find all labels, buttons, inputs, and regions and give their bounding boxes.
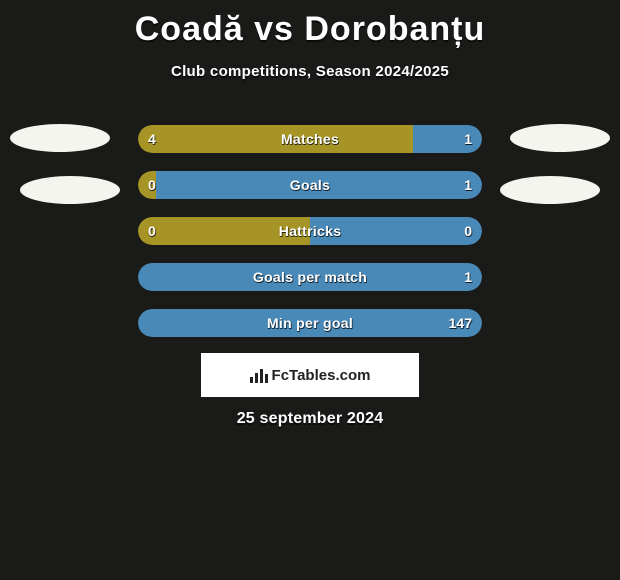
bar-segment-left <box>138 125 413 153</box>
bar-row: Min per goal147 <box>138 309 482 337</box>
bar-segment-right <box>156 171 482 199</box>
bar-row: Matches41 <box>138 125 482 153</box>
bar-segment-right <box>310 217 482 245</box>
subtitle: Club competitions, Season 2024/2025 <box>0 63 620 80</box>
bar-segment-right <box>138 263 482 291</box>
bar-segment-right <box>138 309 482 337</box>
bar-row: Goals01 <box>138 171 482 199</box>
bar-row: Goals per match1 <box>138 263 482 291</box>
bar-chart-icon <box>250 367 268 383</box>
date-line: 25 september 2024 <box>0 410 620 428</box>
team-logo-left-1 <box>10 124 110 152</box>
bar-segment-left <box>138 171 156 199</box>
team-logo-right-1 <box>510 124 610 152</box>
comparison-bars: Matches41 Goals01 Hattricks00 Goals per mat… <box>138 125 482 355</box>
bar-row: Hattricks00 <box>138 217 482 245</box>
team-logo-left-2 <box>20 176 120 204</box>
brand-text: FcTables.com <box>272 367 371 384</box>
bar-segment-left <box>138 217 310 245</box>
page-title: Coadă vs Dorobanțu <box>0 0 620 49</box>
team-logo-right-2 <box>500 176 600 204</box>
bar-segment-right <box>413 125 482 153</box>
brand-box: FcTables.com <box>201 353 419 397</box>
